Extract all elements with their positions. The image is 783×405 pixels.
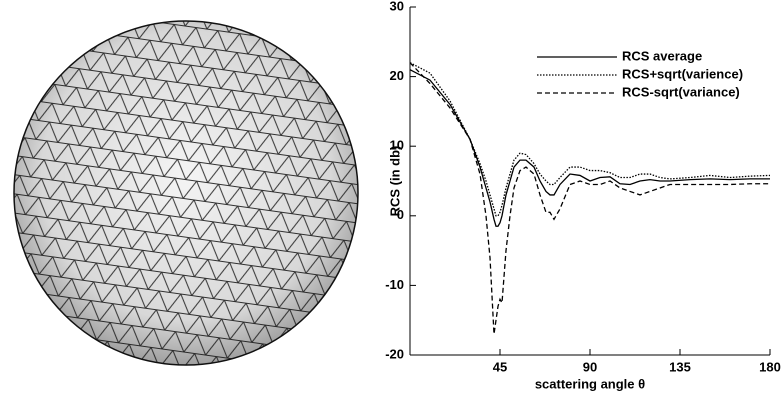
chart: scattering angle θ RCS (in db) -20 -10 0 10… [385, 0, 781, 391]
y-tick-label: -10 [385, 277, 404, 292]
x-tick-label: 180 [759, 359, 781, 374]
y-tick-label: 20 [390, 68, 404, 83]
page: scattering angle θ RCS (in db) -20 -10 0 10… [0, 0, 783, 405]
legend-label: RCS average [622, 48, 702, 63]
y-tick-label: 0 [397, 207, 404, 222]
x-tick-label: 90 [583, 359, 597, 374]
series-line [410, 63, 770, 334]
figure: scattering angle θ RCS (in db) -20 -10 0 10… [0, 0, 783, 400]
y-axis-label: RCS (in db) [387, 146, 402, 217]
x-tick-label: 135 [669, 359, 691, 374]
x-axis-label: scattering angle θ [535, 376, 645, 391]
y-tick-label: -20 [385, 346, 404, 361]
mesh-lines [10, 15, 370, 375]
y-tick-label: 10 [390, 138, 404, 153]
x-tick-label: 45 [493, 359, 507, 374]
legend-label: RCS-sqrt(variance) [622, 84, 740, 99]
sphere-mesh [10, 15, 370, 375]
y-tick-label: 30 [390, 0, 404, 13]
legend-label: RCS+sqrt(varience) [622, 66, 743, 81]
